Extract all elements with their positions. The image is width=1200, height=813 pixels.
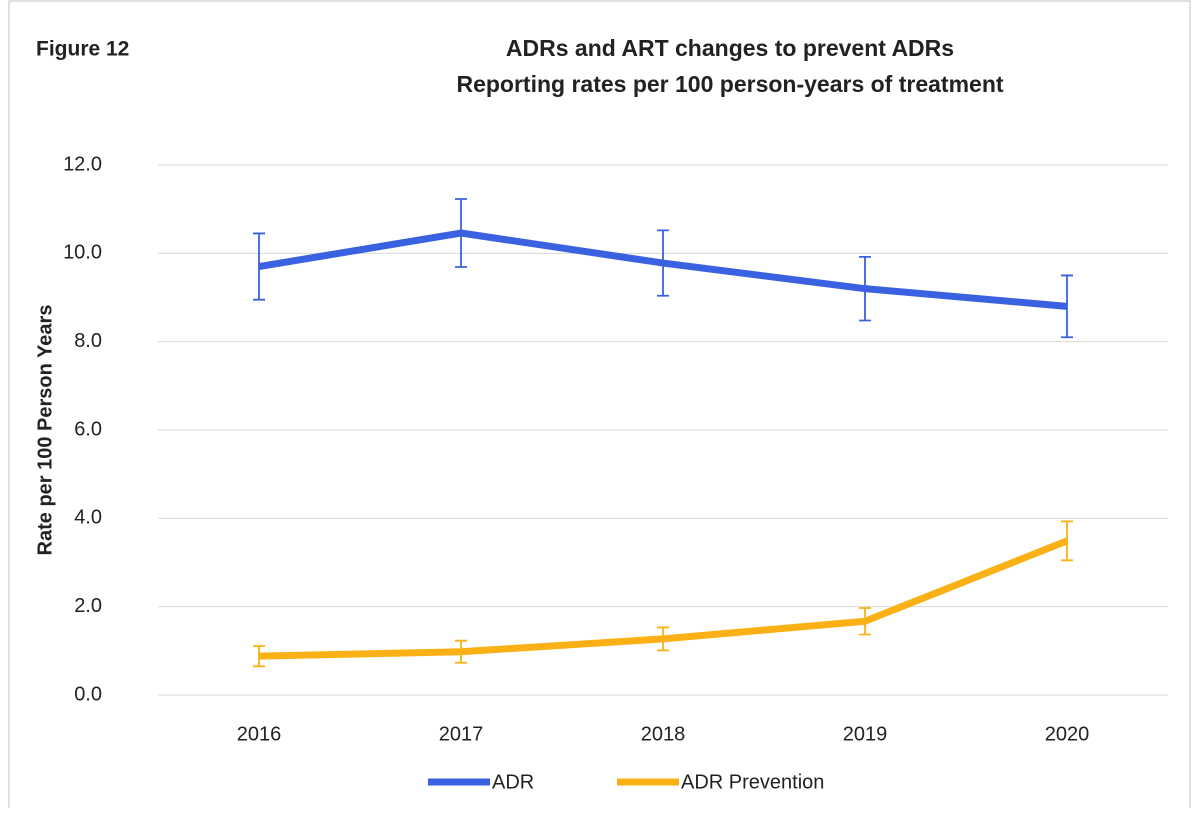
chart-frame bbox=[8, 0, 1191, 813]
y-tick-label: 2.0 bbox=[74, 595, 102, 617]
error-bar bbox=[859, 607, 871, 636]
figure-label: Figure 12 bbox=[36, 38, 129, 61]
x-tick-label: 2017 bbox=[439, 723, 484, 745]
error-bar bbox=[1061, 274, 1073, 339]
y-tick-label: 10.0 bbox=[63, 242, 102, 264]
chart-subtitle: Reporting rates per 100 person-years of … bbox=[456, 71, 1003, 97]
x-tick-label: 2018 bbox=[641, 723, 686, 745]
error-bar bbox=[657, 626, 669, 652]
y-tick-label: 4.0 bbox=[74, 507, 102, 529]
x-tick-label: 2016 bbox=[237, 723, 282, 745]
error-bar bbox=[253, 645, 265, 668]
x-tick-label: 2019 bbox=[843, 723, 888, 745]
chart-title: ADRs and ART changes to prevent ADRs bbox=[506, 35, 954, 61]
error-bar bbox=[455, 639, 467, 664]
y-tick-label: 0.0 bbox=[74, 683, 102, 705]
legend-label: ADR bbox=[492, 771, 534, 793]
y-tick-label: 12.0 bbox=[63, 153, 102, 175]
legend-label: ADR Prevention bbox=[681, 771, 824, 793]
error-bar bbox=[1061, 520, 1073, 562]
error-bar bbox=[455, 198, 467, 268]
error-bar bbox=[859, 255, 871, 322]
x-tick-label: 2020 bbox=[1045, 723, 1090, 745]
y-tick-label: 8.0 bbox=[74, 330, 102, 352]
y-axis-label: Rate per 100 Person Years bbox=[34, 305, 56, 556]
error-bar bbox=[253, 232, 265, 301]
y-tick-label: 6.0 bbox=[74, 418, 102, 440]
error-bar bbox=[657, 229, 669, 297]
